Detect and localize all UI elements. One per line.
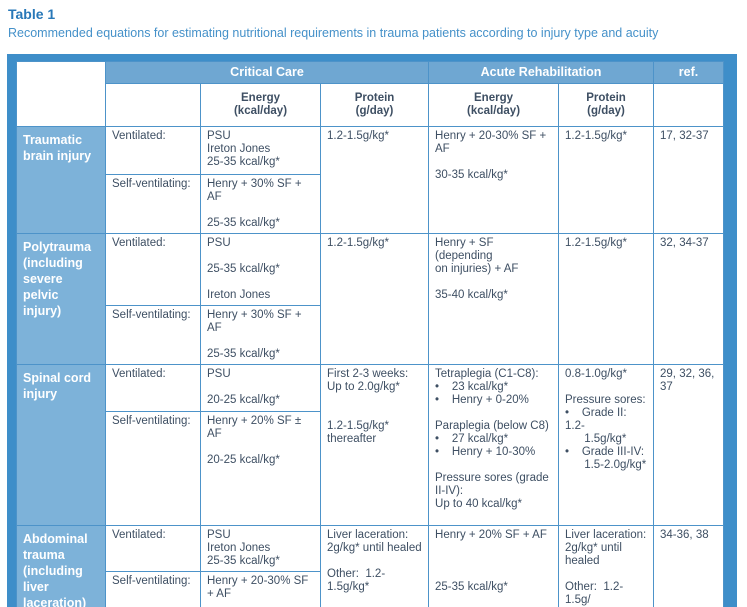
- cell-tbi-self-ventilating-label: Self-ventilating:: [105, 174, 201, 234]
- cell-spinal-ar-protein: 0.8-1.0g/kg* Pressure sores: • Grade II:…: [558, 364, 655, 526]
- cell-spinal-ref: 29, 32, 36, 37: [653, 364, 725, 526]
- header-row-groups: Critical Care Acute Rehabilitation ref.: [16, 61, 725, 127]
- table-row: Self-ventilating: Henry + 30% SF + AF 25…: [17, 305, 724, 365]
- cell-abdominal-cc-energy-self-ventilating: Henry + 20-30% SF + AF 25-35 kcal/kg*: [200, 571, 321, 607]
- cell-tbi-cc-energy-self-ventilating: Henry + 30% SF + AF 25-35 kcal/kg*: [200, 174, 321, 234]
- table-row: Traumatic brain injury Ventilated: PSU I…: [16, 126, 725, 234]
- cell-polytrauma-cc-energy-ventilated: PSU 25-35 kcal/kg* Ireton Jones: [200, 233, 321, 306]
- table-row: Polytrauma (including severe pelvic inju…: [16, 233, 725, 365]
- cell-tbi-cc-protein: 1.2-1.5g/kg*: [319, 126, 430, 234]
- table-row: Self-ventilating: Henry + 20% SF ± AF 20…: [17, 411, 724, 526]
- cell-polytrauma-ar-energy: Henry + SF (depending on injuries) + AF …: [428, 233, 560, 365]
- cell-abdominal-cc-protein: Liver laceration: 2g/kg* until healed Ot…: [319, 525, 430, 607]
- cell-spinal-ventilated-label: Ventilated:: [105, 364, 201, 412]
- cell-abdominal-ref: 34-36, 38: [653, 525, 725, 607]
- cell-polytrauma-ref: 32, 34-37: [653, 233, 725, 365]
- cell-spinal-self-ventilating-label: Self-ventilating:: [105, 411, 201, 526]
- table-row: Self-ventilating: Henry + 20-30% SF + AF…: [17, 571, 724, 607]
- cell-tbi-ar-energy: Henry + 20-30% SF + AF 30-35 kcal/kg*: [428, 126, 560, 234]
- header-acute-rehabilitation: Acute Rehabilitation: [428, 61, 655, 84]
- cell-tbi-ref: 17, 32-37: [653, 126, 725, 234]
- cell-spinal-ar-energy: Tetraplegia (C1-C8): • 23 kcal/kg* • Hen…: [428, 364, 560, 526]
- header-ref: ref.: [653, 61, 725, 84]
- cell-abdominal-ventilated-label: Ventilated:: [105, 525, 201, 572]
- cell-abdominal-cc-energy-ventilated: PSU Ireton Jones 25-35 kcal/kg*: [200, 525, 321, 572]
- cell-polytrauma-ventilated-label: Ventilated:: [105, 233, 201, 306]
- header-row-measures: Energy (kcal/day) Protein (g/day) Energy…: [17, 83, 725, 127]
- row-header-spinal-cord-injury: Spinal cord injury: [16, 364, 106, 526]
- table-row: Self-ventilating: Henry + 30% SF + AF 25…: [17, 174, 724, 234]
- table-title: Table 1: [8, 6, 56, 22]
- cell-abdominal-ar-energy: Henry + 20% SF + AF 25-35 kcal/kg*: [428, 525, 560, 607]
- row-header-polytrauma: Polytrauma (including severe pelvic inju…: [16, 233, 106, 365]
- header-cc-protein: Protein (g/day): [319, 83, 430, 127]
- header-empty-status-cell: [105, 83, 201, 127]
- table-row: Spinal cord injury Ventilated: PSU 20-25…: [16, 364, 725, 526]
- cell-tbi-ar-protein: 1.2-1.5g/kg*: [558, 126, 655, 234]
- cell-polytrauma-cc-protein: 1.2-1.5g/kg*: [319, 233, 430, 365]
- cell-polytrauma-ar-protein: 1.2-1.5g/kg*: [558, 233, 655, 365]
- row-header-traumatic-brain-injury: Traumatic brain injury: [16, 126, 106, 234]
- table-row: Abdominal trauma (including liver lacera…: [16, 525, 725, 607]
- header-critical-care: Critical Care: [104, 61, 430, 84]
- cell-spinal-cc-energy-self-ventilating: Henry + 20% SF ± AF 20-25 kcal/kg*: [200, 411, 321, 526]
- header-corner-cell: [16, 61, 106, 127]
- cell-tbi-cc-energy-ventilated: PSU Ireton Jones 25-35 kcal/kg*: [200, 126, 321, 175]
- cell-abdominal-ar-protein: Liver laceration: 2g/kg* until healed Ot…: [558, 525, 655, 607]
- header-ar-protein: Protein (g/day): [558, 83, 655, 127]
- cell-polytrauma-cc-energy-self-ventilating: Henry + 30% SF + AF 25-35 kcal/kg*: [200, 305, 321, 365]
- row-header-abdominal-trauma: Abdominal trauma (including liver lacera…: [16, 525, 106, 607]
- cell-polytrauma-self-ventilating-label: Self-ventilating:: [105, 305, 201, 365]
- header-cc-energy: Energy (kcal/day): [200, 83, 321, 127]
- nutrition-table: Critical Care Acute Rehabilitation ref. …: [16, 61, 725, 607]
- cell-spinal-cc-energy-ventilated: PSU 20-25 kcal/kg*: [200, 364, 321, 412]
- cell-spinal-cc-protein: First 2-3 weeks: Up to 2.0g/kg* 1.2-1.5g…: [319, 364, 430, 526]
- cell-abdominal-self-ventilating-label: Self-ventilating:: [105, 571, 201, 607]
- header-ar-energy: Energy (kcal/day): [428, 83, 560, 127]
- nutrition-table-wrapper: Critical Care Acute Rehabilitation ref. …: [7, 54, 738, 607]
- table-caption: Recommended equations for estimating nut…: [8, 26, 659, 40]
- header-empty-ref-cell: [653, 83, 725, 127]
- cell-tbi-ventilated-label: Ventilated:: [105, 126, 201, 175]
